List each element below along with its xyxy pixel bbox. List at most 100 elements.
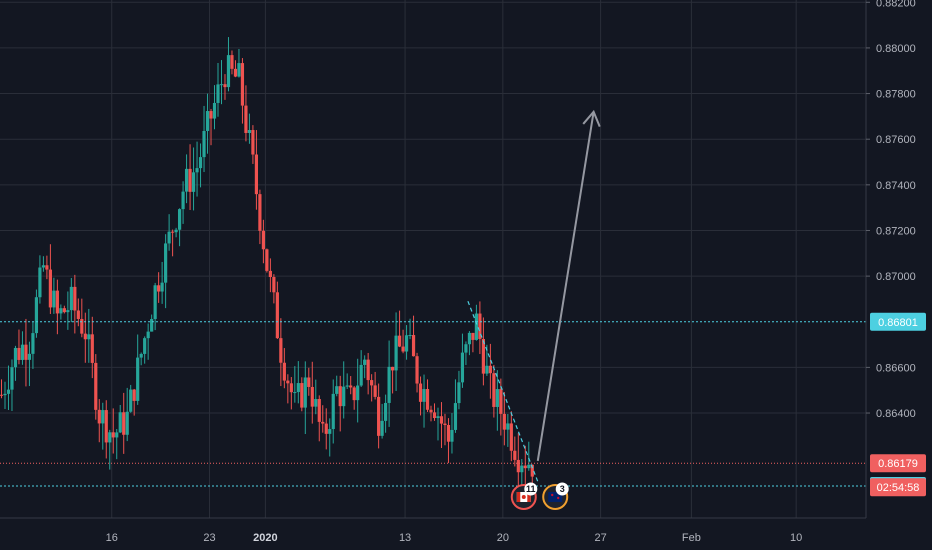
- candle-down[interactable]: [418, 383, 423, 402]
- candle-up[interactable]: [115, 432, 119, 438]
- candle-down[interactable]: [370, 380, 374, 386]
- candle-up[interactable]: [6, 389, 11, 394]
- candle-up[interactable]: [69, 286, 73, 311]
- candle-up[interactable]: [66, 310, 70, 313]
- candle-down[interactable]: [289, 383, 293, 393]
- candle-down[interactable]: [94, 362, 98, 410]
- candle-up[interactable]: [303, 377, 307, 408]
- candle-down[interactable]: [390, 366, 395, 371]
- candle-up[interactable]: [118, 412, 122, 433]
- candle-up[interactable]: [52, 290, 56, 308]
- candle-down[interactable]: [279, 338, 283, 363]
- candle-up[interactable]: [467, 332, 472, 345]
- candle-down[interactable]: [265, 249, 269, 271]
- candle-down[interactable]: [97, 409, 101, 424]
- candle-up[interactable]: [485, 365, 489, 374]
- candle-down[interactable]: [90, 334, 94, 363]
- candle-down[interactable]: [24, 344, 28, 360]
- candle-up[interactable]: [59, 308, 63, 314]
- candle-up[interactable]: [125, 411, 129, 435]
- candle-up[interactable]: [356, 385, 360, 401]
- candle-down[interactable]: [446, 425, 451, 442]
- candle-down[interactable]: [282, 362, 286, 381]
- candle-up[interactable]: [436, 416, 440, 419]
- descending-trendline[interactable]: [467, 300, 539, 482]
- candle-down[interactable]: [209, 111, 213, 119]
- candle-up[interactable]: [41, 265, 46, 268]
- candle-down[interactable]: [171, 231, 175, 233]
- candle-down[interactable]: [0, 394, 4, 396]
- candle-down[interactable]: [254, 154, 259, 195]
- candle-up[interactable]: [146, 331, 150, 339]
- candle-down[interactable]: [258, 194, 262, 231]
- event-markers[interactable]: 11 3: [510, 482, 569, 510]
- time-axis[interactable]: 16 23 2020 13 20 27 Feb 10: [106, 532, 803, 544]
- candle-up[interactable]: [191, 172, 196, 192]
- candle-down[interactable]: [516, 459, 520, 473]
- canada-flag-event[interactable]: 11: [510, 482, 538, 510]
- candle-up[interactable]: [380, 420, 384, 436]
- candle-up[interactable]: [450, 429, 454, 442]
- candle-down[interactable]: [397, 335, 402, 347]
- candle-down[interactable]: [377, 396, 381, 436]
- candle-up[interactable]: [331, 393, 335, 430]
- candle-up[interactable]: [139, 353, 143, 358]
- candle-up[interactable]: [108, 432, 112, 443]
- candle-up[interactable]: [181, 191, 185, 210]
- candle-up[interactable]: [20, 344, 25, 360]
- candle-down[interactable]: [338, 386, 342, 407]
- candle-down[interactable]: [272, 276, 276, 293]
- candle-down[interactable]: [275, 292, 279, 339]
- candle-up[interactable]: [474, 313, 479, 340]
- candle-up[interactable]: [247, 130, 252, 133]
- candle-down[interactable]: [499, 389, 503, 414]
- candle-down[interactable]: [502, 413, 506, 430]
- candle-up[interactable]: [237, 63, 241, 77]
- candle-down[interactable]: [321, 421, 325, 424]
- candle-down[interactable]: [509, 423, 513, 451]
- candle-up[interactable]: [129, 389, 133, 412]
- candle-down[interactable]: [80, 318, 84, 334]
- candle-down[interactable]: [352, 387, 356, 401]
- candle-down[interactable]: [83, 333, 87, 340]
- candle-down[interactable]: [261, 230, 265, 250]
- candle-up[interactable]: [335, 386, 339, 394]
- candle-up[interactable]: [87, 334, 91, 340]
- candle-up[interactable]: [143, 338, 147, 354]
- candle-up[interactable]: [10, 367, 14, 390]
- candle-down[interactable]: [492, 373, 496, 407]
- candle-up[interactable]: [314, 399, 318, 407]
- candle-down[interactable]: [45, 265, 49, 270]
- new-zealand-flag-event[interactable]: 3: [542, 482, 569, 510]
- candle-down[interactable]: [425, 389, 430, 410]
- candle-down[interactable]: [366, 359, 370, 381]
- candle-down[interactable]: [324, 423, 328, 434]
- candle-down[interactable]: [432, 412, 437, 419]
- candle-down[interactable]: [62, 308, 66, 313]
- candle-up[interactable]: [177, 209, 182, 230]
- candle-up[interactable]: [408, 335, 412, 337]
- candle-up[interactable]: [38, 267, 42, 298]
- candle-up[interactable]: [3, 393, 7, 396]
- candle-down[interactable]: [55, 290, 59, 314]
- candle-down[interactable]: [122, 412, 126, 435]
- candle-up[interactable]: [527, 464, 531, 469]
- candle-down[interactable]: [111, 432, 115, 438]
- candle-down[interactable]: [230, 55, 234, 69]
- projection-arrow[interactable]: [536, 111, 595, 462]
- candle-up[interactable]: [198, 157, 203, 169]
- candle-up[interactable]: [460, 352, 465, 383]
- candle-down[interactable]: [188, 168, 192, 192]
- overlay-layer[interactable]: [0, 109, 866, 487]
- candle-up[interactable]: [495, 389, 499, 407]
- candle-down[interactable]: [481, 338, 485, 374]
- candle-up[interactable]: [464, 344, 468, 353]
- candle-down[interactable]: [411, 335, 416, 357]
- candle-down[interactable]: [17, 347, 21, 360]
- candle-down[interactable]: [373, 385, 377, 397]
- candle-down[interactable]: [48, 269, 52, 308]
- candle-down[interactable]: [244, 105, 248, 133]
- candle-down[interactable]: [310, 386, 314, 407]
- candle-down[interactable]: [300, 383, 304, 408]
